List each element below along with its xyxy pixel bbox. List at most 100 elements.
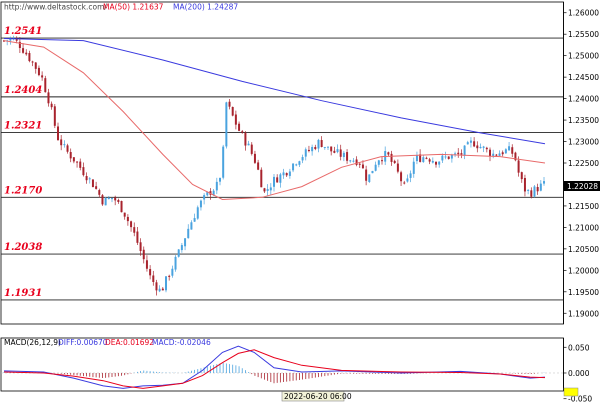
- price-axis-label: 1.24500: [568, 73, 599, 82]
- candle-body: [98, 190, 101, 195]
- candle-body: [314, 146, 317, 150]
- price-axis-label: 1.25000: [568, 52, 599, 61]
- candle-body: [327, 146, 330, 148]
- candle-body: [190, 222, 193, 230]
- candle-body: [454, 153, 457, 155]
- candle-body: [76, 161, 79, 163]
- candle-body: [365, 169, 368, 181]
- candle-body: [431, 160, 434, 163]
- candle-body: [269, 187, 272, 191]
- candle-body: [508, 146, 511, 151]
- candle-body: [495, 154, 498, 156]
- candle-body: [330, 146, 333, 152]
- source-url: http://www.deltastock.com/: [4, 3, 107, 12]
- candle-body: [336, 149, 339, 153]
- candle-body: [406, 178, 409, 182]
- candle-body: [447, 156, 450, 159]
- macd-dea-line: [3, 349, 546, 389]
- candle-body: [50, 103, 53, 108]
- candle-body: [184, 238, 187, 247]
- candle-body: [371, 170, 374, 174]
- candle-body: [292, 163, 295, 171]
- candle-body: [107, 198, 110, 200]
- candle-body: [253, 153, 256, 163]
- candle-body: [307, 149, 310, 152]
- candle-body: [133, 227, 136, 233]
- level-label: 1.2321: [4, 121, 42, 132]
- candle-body: [279, 174, 282, 183]
- candle-body: [276, 177, 279, 183]
- candle-body: [263, 188, 266, 192]
- macd-axis-label: 0.000: [568, 369, 590, 378]
- candle-body: [123, 212, 126, 217]
- candle-body: [142, 249, 145, 260]
- candle-body: [155, 282, 158, 291]
- candle-body: [304, 149, 307, 157]
- candle-body: [450, 154, 453, 159]
- candle-body: [225, 102, 228, 147]
- candle-body: [85, 176, 88, 181]
- price-axis-label: 1.26000: [568, 9, 599, 18]
- candle-body: [523, 177, 526, 192]
- candle-body: [539, 183, 542, 191]
- candle-body: [149, 269, 152, 276]
- candle-body: [203, 195, 206, 200]
- macd-axis: 0.050 0.000 -0.050: [563, 343, 592, 402]
- candle-body: [352, 160, 355, 162]
- candle-body: [498, 153, 501, 156]
- candle-body: [298, 161, 301, 165]
- candle-body: [403, 182, 406, 184]
- candle-body: [257, 162, 260, 170]
- candle-body: [390, 153, 393, 162]
- candle-body: [114, 197, 117, 201]
- candle-body: [374, 164, 377, 171]
- candle-body: [91, 179, 94, 188]
- candle-body: [231, 106, 234, 116]
- candle-body: [241, 131, 244, 133]
- candle-body: [60, 139, 63, 146]
- candle-body: [273, 176, 276, 187]
- candle-body: [520, 172, 523, 180]
- candle-body: [22, 48, 25, 53]
- candle-body: [323, 146, 326, 148]
- candle-body: [187, 228, 190, 239]
- ma50-line: [3, 40, 546, 201]
- time-axis-label: 2022-06-20 06:00: [284, 392, 352, 401]
- candle-body: [165, 276, 168, 291]
- candle-body: [419, 154, 422, 162]
- candle-body: [457, 152, 460, 155]
- candle-body: [37, 67, 40, 76]
- price-axis-label: 1.24000: [568, 95, 599, 104]
- macd-diff-label: DIFF:0.00670: [58, 338, 108, 347]
- candle-body: [63, 144, 66, 146]
- candle-body: [377, 160, 380, 165]
- candle-body: [396, 163, 399, 172]
- candle-body: [266, 189, 269, 191]
- candle-body: [463, 145, 466, 156]
- candle-body: [517, 160, 520, 173]
- candle-body: [145, 260, 148, 269]
- candle-body: [120, 201, 123, 213]
- candle-body: [485, 147, 488, 150]
- candle-body: [527, 189, 530, 191]
- candle-body: [438, 161, 441, 165]
- candle-body: [212, 190, 215, 196]
- candle-body: [136, 231, 139, 243]
- price-axis-label: 1.20500: [568, 245, 599, 254]
- candle-body: [15, 39, 18, 41]
- price-axis-label: 1.23500: [568, 116, 599, 125]
- candle-body: [511, 147, 514, 154]
- macd-diff-line: [3, 345, 546, 389]
- candle-body: [460, 153, 463, 155]
- candle-body: [409, 173, 412, 178]
- candle-body: [31, 61, 34, 63]
- candle-body: [95, 186, 98, 189]
- candle-body: [387, 152, 390, 155]
- candle-body: [260, 169, 263, 188]
- ma200-line: [3, 38, 546, 145]
- candle-body: [415, 155, 418, 162]
- price-axis: 1.26000 1.25500 1.25000 1.24500 1.24000 1.235…: [563, 9, 599, 318]
